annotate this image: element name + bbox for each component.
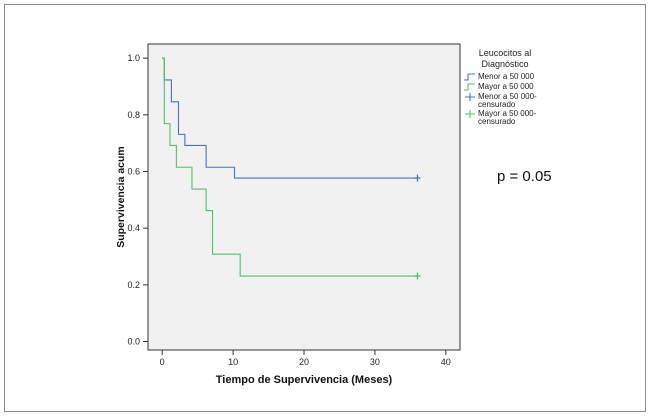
legend-entry-label-line2: censurado [478, 117, 516, 126]
legend-entry-label: Mayor a 50 000 [478, 82, 534, 91]
y-tick-label: 0.2 [127, 280, 140, 290]
x-tick-label: 10 [228, 357, 238, 367]
legend-entry-label: Menor a 50 000- [478, 92, 537, 101]
y-tick-label: 0.8 [127, 110, 140, 120]
censor-mark-series-1 [414, 174, 421, 182]
x-tick-label: 30 [370, 357, 380, 367]
censor-mark-series-2 [414, 272, 421, 280]
legend-entry-label: Menor a 50 000 [478, 72, 535, 81]
x-tick-label: 40 [441, 357, 451, 367]
legend-step-icon [464, 73, 475, 81]
legend-entry-label: Mayor a 50 000- [478, 109, 537, 118]
legend-title-line1: Leucocitos al [479, 48, 532, 58]
legend-censor-icon [465, 93, 475, 101]
y-tick-label: 0.0 [127, 337, 140, 347]
survival-curve-series-2 [162, 57, 418, 277]
y-tick-label: 0.4 [127, 223, 140, 233]
survival-curve-series-1 [162, 57, 418, 179]
legend-entry-label-line2: censurado [478, 100, 516, 109]
x-axis-label: Tiempo de Supervivencia (Meses) [216, 374, 393, 386]
legend-censor-icon [465, 110, 475, 118]
legend-title-line2: Diagnóstico [481, 59, 528, 69]
x-tick-label: 0 [160, 357, 165, 367]
x-tick-label: 20 [299, 357, 309, 367]
legend-step-icon [464, 83, 475, 91]
p-value-annotation: p = 0.05 [497, 168, 552, 185]
y-tick-label: 1.0 [127, 53, 140, 63]
legend: Leucocitos al Diagnóstico Menor a 50 000… [464, 48, 537, 126]
y-axis-label: Supervivencia acum [115, 146, 127, 248]
y-tick-label: 0.6 [127, 167, 140, 177]
plot-area [147, 43, 461, 351]
survival-curves [162, 57, 421, 280]
axis-ticks: 0.0 0.2 0.4 0.6 0.8 1.0 0 10 20 30 40 [127, 53, 450, 367]
